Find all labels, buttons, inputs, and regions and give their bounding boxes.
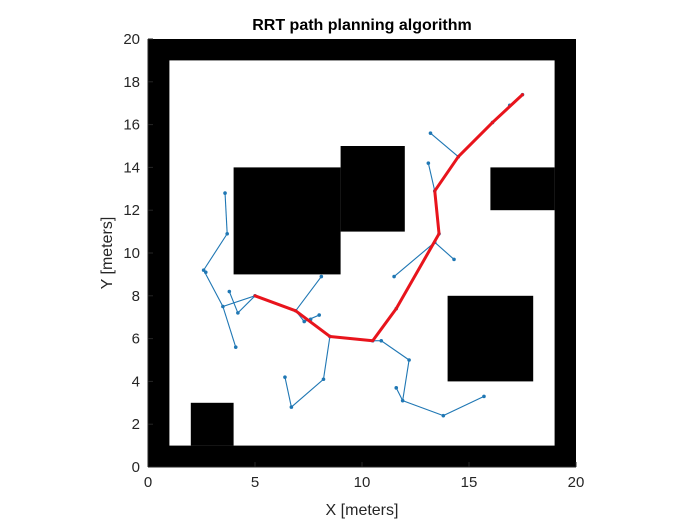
tree-node-28 bbox=[452, 257, 456, 262]
y-tick-label-0: 0 bbox=[132, 459, 140, 476]
tree-edge-4 bbox=[224, 193, 228, 234]
tree-node-20 bbox=[407, 358, 411, 362]
planned-path-layer bbox=[253, 93, 524, 343]
x-tick-label-10: 10 bbox=[354, 474, 371, 491]
tree-edge-22 bbox=[402, 400, 444, 417]
tree-edge-23 bbox=[443, 395, 485, 417]
tree-node-21 bbox=[400, 398, 405, 403]
tree-edge-30 bbox=[427, 162, 436, 192]
y-tick-label-18: 18 bbox=[123, 74, 140, 91]
tree-node-33 bbox=[428, 131, 433, 135]
tree-edge-15 bbox=[291, 378, 324, 408]
tree-edge-7 bbox=[228, 291, 239, 314]
y-tick-label-8: 8 bbox=[132, 288, 140, 305]
y-tick-label-16: 16 bbox=[123, 117, 140, 134]
obstacle-0 bbox=[148, 39, 170, 467]
y-tick-label-2: 2 bbox=[132, 416, 140, 433]
tree-edge-3 bbox=[203, 233, 228, 271]
x-tick-label-20: 20 bbox=[568, 474, 585, 491]
obstacle-3 bbox=[148, 39, 576, 61]
tree-node-24 bbox=[482, 394, 486, 399]
planned-path-line bbox=[253, 93, 524, 343]
obstacle-6 bbox=[490, 167, 555, 211]
tree-edge-14 bbox=[322, 336, 331, 380]
obstacle-8 bbox=[190, 402, 234, 446]
y-tick-label-10: 10 bbox=[123, 245, 140, 262]
y-tick-label-6: 6 bbox=[132, 331, 140, 348]
x-tick-label-0: 0 bbox=[144, 474, 152, 491]
tree-node-19 bbox=[379, 338, 384, 343]
tree-node-5 bbox=[223, 191, 227, 195]
tree-node-7 bbox=[236, 311, 240, 315]
y-tick-label-20: 20 bbox=[123, 31, 140, 48]
tree-node-23 bbox=[441, 413, 446, 418]
tree-edge-19 bbox=[380, 340, 410, 361]
tree-edge-6 bbox=[237, 295, 256, 314]
tree-node-6 bbox=[233, 345, 238, 349]
y-tick-label-4: 4 bbox=[132, 373, 140, 390]
obstacle-7 bbox=[447, 295, 534, 382]
tree-node-3 bbox=[203, 270, 208, 275]
tree-node-12 bbox=[317, 313, 322, 317]
tree-edge-28 bbox=[393, 241, 436, 277]
tree-node-16 bbox=[289, 405, 294, 409]
plot-area bbox=[148, 39, 576, 467]
tree-node-10 bbox=[319, 274, 324, 279]
tree-edge-21 bbox=[395, 387, 404, 401]
axes: 0 5 10 15 20 0 2 4 6 8 10 12 14 16 18 20 bbox=[123, 31, 584, 491]
y-ticks: 0 2 4 6 8 10 12 14 16 18 20 bbox=[123, 31, 153, 476]
tree-edge-5 bbox=[222, 306, 237, 348]
tree-edge-9 bbox=[295, 276, 322, 312]
tree-node-1 bbox=[221, 304, 225, 309]
tree-edge-1 bbox=[203, 269, 224, 307]
obstacle-1 bbox=[554, 39, 576, 467]
tree-node-15 bbox=[321, 377, 326, 382]
y-axis-label: Y [meters] bbox=[99, 217, 116, 290]
chart-title: RRT path planning algorithm bbox=[252, 17, 472, 34]
tree-edge-16 bbox=[284, 377, 292, 408]
tree-node-22 bbox=[394, 386, 399, 390]
tree-node-8 bbox=[227, 289, 232, 294]
x-ticks: 0 5 10 15 20 bbox=[144, 462, 585, 491]
x-axis-label: X [meters] bbox=[326, 502, 399, 519]
tree-node-29 bbox=[392, 274, 396, 279]
y-tick-label-12: 12 bbox=[123, 202, 140, 219]
tree-edge-20 bbox=[402, 359, 410, 401]
obstacle-5 bbox=[340, 146, 405, 232]
obstacle-4 bbox=[233, 167, 341, 275]
tree-node-4 bbox=[225, 231, 229, 236]
tree-node-31 bbox=[426, 161, 431, 165]
x-tick-label-5: 5 bbox=[251, 474, 259, 491]
tree-edge-0 bbox=[222, 295, 256, 308]
obstacle-layer bbox=[148, 39, 576, 467]
tree-edge-32 bbox=[430, 132, 459, 158]
x-tick-label-15: 15 bbox=[461, 474, 478, 491]
tree-node-11 bbox=[302, 319, 307, 324]
tree-edge-27 bbox=[434, 241, 455, 260]
tree-node-17 bbox=[283, 375, 287, 379]
obstacle-2 bbox=[148, 445, 576, 467]
y-tick-label-14: 14 bbox=[123, 159, 140, 176]
